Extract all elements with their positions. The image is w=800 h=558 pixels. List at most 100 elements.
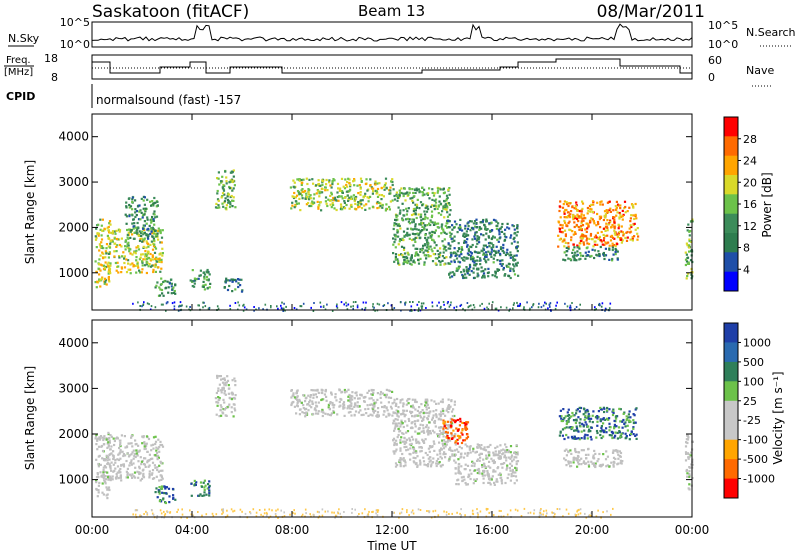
velocity-echo-cell [99,435,103,438]
power-echo-cell [496,269,499,272]
power-echo-cell [150,221,153,224]
power-echo-cell [414,236,417,239]
velocity-echo-cell [223,377,226,380]
velocity-echo-cell [478,445,481,448]
power-echo-cell [385,207,388,210]
velocity-noise-cell [358,513,360,515]
power-echo-cell [449,251,452,254]
velocity-echo-cell [113,439,116,443]
velocity-echo-cell [628,410,631,413]
power-echo-cell [398,263,401,266]
power-echo-cell [397,235,400,238]
velocity-echo-cell [135,449,138,452]
power-echo-cell [142,227,145,230]
velocity-echo-cell [140,477,144,480]
power-noise-cell [569,304,572,307]
velocity-echo-cell [572,414,575,417]
power-echo-cell [475,259,478,262]
power-echo-cell [109,242,112,245]
velocity-echo-cell [393,427,396,430]
power-echo-cell [458,261,462,264]
velocity-noise-cell [201,514,203,517]
power-noise-cell [409,301,411,303]
velocity-echo-cell [509,462,512,465]
power-echo-cell [149,243,152,246]
velocity-echo-cell [494,470,497,473]
power-echo-cell [509,276,512,280]
power-echo-cell [335,199,338,202]
power-echo-cell [560,230,563,234]
nsky-label: N.Sky [8,32,40,45]
power-echo-cell [497,240,500,243]
power-echo-cell [143,231,146,234]
velocity-noise-cell [294,512,296,515]
power-echo-cell [109,272,112,275]
velocity-noise-cell [368,510,370,513]
power-echo-cell [591,200,595,203]
power-echo-cell [414,209,417,212]
power-noise-cell [508,309,510,312]
power-echo-cell [465,266,468,269]
velocity-echo-cell [360,413,363,417]
power-echo-cell [107,270,110,273]
power-echo-cell [473,259,476,262]
velocity-echo-cell [388,389,392,393]
power-noise-cell [364,306,367,309]
power-echo-cell [485,218,488,221]
power-echo-cell [424,206,427,210]
velocity-colorbar-segment [724,459,738,479]
power-colorbar-tick-label: 16 [743,198,757,211]
power-echo-cell [499,227,502,230]
velocity-echo-cell [440,447,443,450]
velocity-echo-cell [470,472,473,475]
velocity-colorbar-segment [724,361,738,382]
power-echo-cell [608,258,611,261]
velocity-echo-cell [569,461,572,464]
velocity-echo-cell [394,465,398,468]
power-echo-cell [435,263,438,266]
velocity-echo-cell [628,420,631,423]
power-echo-cell [362,196,365,199]
power-echo-cell [126,243,129,246]
power-echo-cell [472,222,475,225]
power-echo-cell [144,253,147,256]
power-echo-cell [143,220,146,223]
velocity-echo-cell [407,402,410,405]
power-echo-cell [203,273,207,276]
velocity-echo-cell [563,457,566,460]
power-echo-cell [421,247,424,250]
power-echo-cell [108,222,111,225]
power-echo-cell [298,178,301,181]
power-noise-cell [446,302,449,305]
velocity-echo-cell [457,468,460,471]
power-echo-cell [611,257,614,261]
power-echo-cell [134,226,138,229]
power-echo-cell [126,245,129,248]
velocity-echo-cell [223,392,226,395]
power-echo-cell [616,258,619,261]
velocity-noise-cell [367,513,370,516]
power-echo-cell [439,202,443,205]
power-echo-cell [404,260,407,264]
power-noise-cell [347,303,350,306]
power-echo-cell [447,242,450,245]
power-echo-cell [215,202,218,205]
power-echo-cell [121,255,124,258]
velocity-noise-cell [476,512,479,514]
power-echo-cell [579,227,582,230]
power-echo-cell [573,207,576,210]
velocity-noise-cell [366,514,369,517]
power-echo-cell [436,207,439,210]
velocity-echo-cell [308,401,311,404]
power-noise-cell [356,304,359,307]
power-echo-cell [99,228,102,231]
power-echo-cell [298,197,301,200]
velocity-echo-cell [355,391,358,394]
power-echo-cell [466,272,469,275]
velocity-echo-cell [230,406,233,409]
velocity-echo-cell [383,406,386,409]
power-echo-cell [104,279,107,282]
power-echo-cell [294,203,297,207]
power-echo-cell [408,234,411,237]
power-echo-cell [415,187,418,190]
